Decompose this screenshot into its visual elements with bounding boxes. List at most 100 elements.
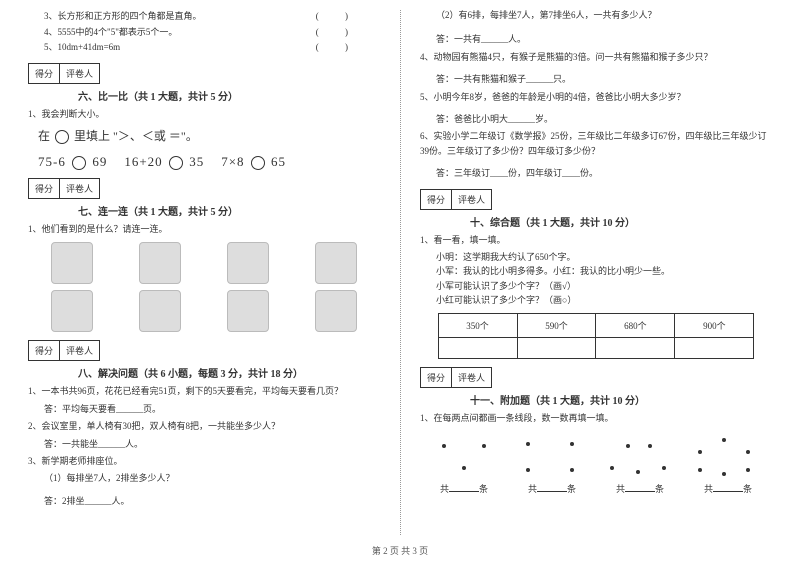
dot-icon [698,468,702,472]
figure-placeholder [139,242,181,284]
table-cell: 900个 [675,314,754,338]
table-cell: 590个 [517,314,596,338]
score-box: 得分 评卷人 [420,367,772,388]
grader-cell: 评卷人 [60,178,100,199]
figure-placeholder [51,242,93,284]
circle-icon [55,130,69,144]
figure-placeholder [227,290,269,332]
dot-icon [746,450,750,454]
fill-item: 共条 [440,482,488,495]
grader-cell: 评卷人 [452,367,492,388]
a8-5: 答：爸爸比小明大______岁。 [436,112,772,126]
judgment-item: 3、长方形和正方形的四个角都是直角。( ) [44,10,380,24]
blank-line [449,482,479,492]
q10-l2: 小军：我认的比小明多得多。小红：我认的比小明少一些。 [436,264,772,278]
dot-icon [570,442,574,446]
paren-blank: ( ) [316,41,360,55]
section-8-title: 八、解决问题（共 6 小题，每题 3 分，共计 18 分） [78,365,380,380]
dot-group-4 [690,436,760,476]
dot-icon [462,466,466,470]
blank-line [713,482,743,492]
table-row [438,338,754,359]
q10-1: 1、看一看，填一填。 [420,233,772,247]
dot-icon [526,468,530,472]
q11-1: 1、在每两点间都画一条线段，数一数再填一填。 [420,411,772,425]
judgment-item: 5、10dm+41dm=6m( ) [44,41,380,55]
stmt-text: 10dm+41dm=6m [58,42,121,52]
a8-4: 答：一共有熊猫和猴子______只。 [436,72,772,86]
page-footer: 第 2 页 共 3 页 [0,544,800,557]
grader-cell: 评卷人 [60,63,100,84]
judgment-item: 4、5555中的4个"5"都表示5个一。( ) [44,26,380,40]
q8-3-2: （2）有6排，每排坐7人，第7排坐6人，一共有多少人？ [436,8,772,22]
a8-3-1: 答：2排坐______人。 [44,494,380,508]
table-cell-blank [675,338,754,359]
dot-icon [610,466,614,470]
q6-1: 1、我会判断大小。 [28,107,380,121]
dot-icon [526,442,530,446]
figure-placeholder [315,290,357,332]
section-11-title: 十一、附加题（共 1 大题，共计 10 分） [470,392,772,407]
a8-1: 答：平均每天要看______页。 [44,402,380,416]
fill-row: 共条 共条 共条 共条 [420,482,772,495]
dot-icon [722,472,726,476]
q8-4: 4、动物园有熊猫4只，有猴子是熊猫的3倍。问一共有熊猫和猴子多少只？ [420,50,772,64]
blank-line [625,482,655,492]
stmt-text: 长方形和正方形的四个角都是直角。 [58,11,202,21]
q10-l1: 小明：这学期我大约认了650个字。 [436,250,772,264]
q6-instr: 在 里填上 "＞、＜或 ＝"。 [38,127,380,146]
dot-icon [648,444,652,448]
table-row: 350个 590个 680个 900个 [438,314,754,338]
stmt-num: 5 [44,42,49,52]
score-cell: 得分 [28,178,60,199]
dot-icon [662,466,666,470]
circle-icon [72,156,86,170]
q8-6: 6、实验小学二年级订《数学报》25份，三年级比二年级多订67份，四年级比三年级少… [420,129,772,158]
left-column: 3、长方形和正方形的四个角都是直角。( ) 4、5555中的4个"5"都表示5个… [0,0,400,540]
grader-cell: 评卷人 [452,189,492,210]
blank-line [537,482,567,492]
q8-3-1: （1）每排坐7人，2排坐多少人？ [44,471,380,485]
a8-3-2: 答：一共有______人。 [436,32,772,46]
options-table: 350个 590个 680个 900个 [438,313,755,359]
image-row-bottom [28,290,380,332]
stmt-text: 5555中的4个"5"都表示5个一。 [58,27,178,37]
score-box: 得分 评卷人 [28,340,380,361]
right-column: （2）有6排，每排坐7人，第7排坐6人，一共有多少人？ 答：一共有______人… [400,0,800,540]
figure-placeholder [51,290,93,332]
dot-group-3 [604,436,674,476]
fill-item: 共条 [616,482,664,495]
figure-placeholder [139,290,181,332]
q8-2: 2、会议室里，单人椅有30把，双人椅有8把，一共能坐多少人？ [28,419,380,433]
dots-row [424,436,768,476]
table-cell: 680个 [596,314,675,338]
fill-item: 共条 [704,482,752,495]
table-cell: 350个 [438,314,517,338]
dot-icon [722,438,726,442]
dot-icon [570,468,574,472]
grader-cell: 评卷人 [60,340,100,361]
q8-5: 5、小明今年8岁，爸爸的年龄是小明的4倍，爸爸比小明大多少岁？ [420,90,772,104]
dot-icon [626,444,630,448]
a8-2: 答：一共能坐______人。 [44,437,380,451]
score-cell: 得分 [420,367,452,388]
score-box: 得分 评卷人 [28,63,380,84]
section-6-title: 六、比一比（共 1 大题，共计 5 分） [78,88,380,103]
circle-icon [251,156,265,170]
dot-icon [442,444,446,448]
score-box: 得分 评卷人 [420,189,772,210]
section-7-title: 七、连一连（共 1 大题，共计 5 分） [78,203,380,218]
figure-placeholder [227,242,269,284]
dot-group-2 [518,436,588,476]
table-cell-blank [517,338,596,359]
q7-1: 1、他们看到的是什么？请连一连。 [28,222,380,236]
dot-icon [698,450,702,454]
compare-row: 75-6 69 16+20 35 7×8 65 [38,154,380,170]
table-cell-blank [596,338,675,359]
circle-icon [169,156,183,170]
dot-icon [482,444,486,448]
table-cell-blank [438,338,517,359]
score-cell: 得分 [28,63,60,84]
score-cell: 得分 [420,189,452,210]
image-row-top [28,242,380,284]
